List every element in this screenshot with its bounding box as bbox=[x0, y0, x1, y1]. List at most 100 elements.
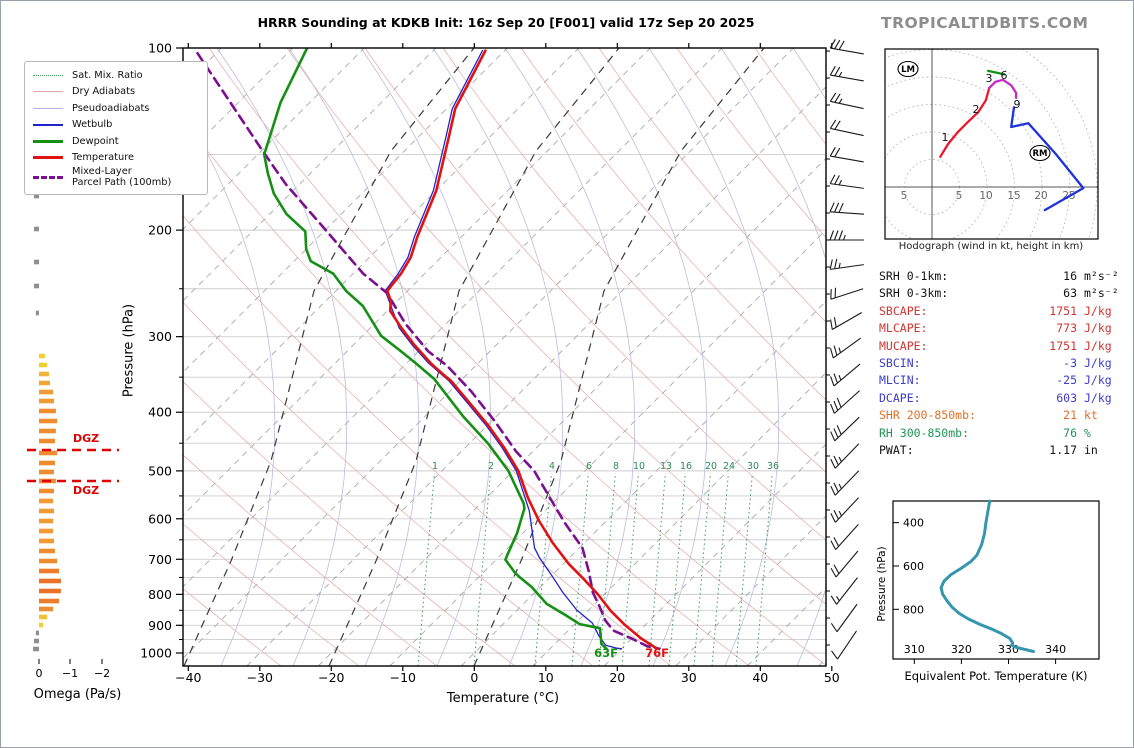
reference-dashed-curve bbox=[473, 48, 765, 666]
x-tick-label: 30 bbox=[681, 670, 697, 685]
stat-value: -3 bbox=[1063, 356, 1077, 371]
omega-bar bbox=[33, 193, 39, 199]
omega-bar bbox=[33, 638, 39, 644]
hodo-segment-3-6km bbox=[988, 78, 1018, 100]
stat-label: MUCAPE: bbox=[879, 338, 928, 353]
omega-bar bbox=[39, 508, 55, 514]
wind-barb bbox=[829, 66, 864, 82]
stat-row: SRH 0-3km: 63 m²s⁻² bbox=[879, 285, 1119, 302]
stat-unit: m²s⁻² bbox=[1084, 286, 1119, 301]
omega-tick-label: 0 bbox=[36, 667, 43, 680]
mixing-ratio-label: 13 bbox=[660, 461, 672, 472]
legend-item: Pseudoadiabats bbox=[33, 100, 199, 117]
wind-barb bbox=[830, 443, 860, 469]
stat-value: 1751 bbox=[1049, 303, 1077, 318]
x-tick-label: −20 bbox=[318, 670, 344, 685]
legend-item: Temperature bbox=[33, 150, 199, 167]
stat-label: SHR 200-850mb: bbox=[879, 408, 976, 423]
omega-bar bbox=[33, 646, 39, 652]
wind-barb bbox=[830, 363, 861, 387]
legend-swatch bbox=[33, 156, 63, 160]
mixing-ratio-line bbox=[693, 472, 711, 666]
x-tick-label: −10 bbox=[390, 670, 416, 685]
thetae-xtick-label: 340 bbox=[1045, 643, 1066, 656]
pressure-tick-label: 1000 bbox=[140, 646, 172, 661]
mixing-ratio-label: 36 bbox=[767, 461, 779, 472]
mixing-ratio-line bbox=[711, 472, 729, 666]
mixing-ratio-line bbox=[473, 472, 491, 666]
legend-label: Mixed-Layer Parcel Path (100mb) bbox=[72, 166, 172, 189]
wind-barb-column bbox=[829, 39, 864, 660]
omega-bar bbox=[39, 558, 58, 564]
legend-item: Mixed-Layer Parcel Path (100mb) bbox=[33, 166, 199, 189]
pressure-tick-label: 900 bbox=[148, 618, 172, 633]
wind-barb bbox=[829, 174, 864, 189]
hodo-ring-label: 20 bbox=[1034, 190, 1047, 202]
stat-label: PWAT: bbox=[879, 443, 914, 458]
stat-unit: J/kg bbox=[1084, 356, 1112, 371]
surface-dewpoint-label: 63F bbox=[594, 646, 618, 660]
thetae-ytick-label: 600 bbox=[903, 560, 924, 573]
reference-dashed-curve bbox=[328, 48, 620, 666]
wind-barb bbox=[829, 258, 864, 270]
wind-barb bbox=[830, 416, 860, 442]
omega-axis-label: Omega (Pa/s) bbox=[33, 687, 122, 702]
x-tick-label: −40 bbox=[175, 670, 201, 685]
wind-barb bbox=[830, 603, 858, 633]
legend: Sat. Mix. Ratio Dry Adiabats Pseudoadiabat… bbox=[24, 61, 208, 195]
stat-row: MUCAPE: 1751 J/kg bbox=[879, 338, 1112, 355]
stat-unit: J/kg bbox=[1084, 303, 1112, 318]
wind-barb bbox=[830, 470, 860, 496]
mixing-ratio-label: 6 bbox=[586, 461, 592, 472]
wind-barb bbox=[831, 630, 857, 660]
stat-unit: J/kg bbox=[1084, 373, 1112, 388]
legend-label: Temperature bbox=[72, 152, 135, 164]
pressure-tick-label: 500 bbox=[148, 463, 172, 478]
skewt-frame bbox=[182, 47, 827, 667]
thetae-panel: 400 600 800 310 320 330 340 bbox=[892, 499, 1100, 664]
stat-label: SRH 0-1km: bbox=[879, 269, 949, 283]
omega-bar bbox=[39, 578, 61, 584]
omega-bar bbox=[33, 259, 39, 265]
legend-label: Dewpoint bbox=[72, 135, 119, 147]
legend-swatch bbox=[33, 74, 63, 76]
stat-unit: in bbox=[1084, 443, 1098, 458]
mixing-ratio-line bbox=[648, 472, 666, 666]
storm-motion-marker bbox=[1029, 144, 1051, 162]
mixing-ratio-label: 24 bbox=[723, 461, 735, 472]
omega-bar bbox=[39, 498, 54, 504]
legend-item: Wetbulb bbox=[33, 117, 199, 134]
storm-motion-marker bbox=[897, 60, 919, 78]
omega-bar bbox=[39, 606, 54, 612]
wind-barb bbox=[830, 577, 858, 605]
pressure-tick-label: 800 bbox=[148, 587, 172, 602]
omega-bar bbox=[39, 418, 58, 424]
mixing-ratio-label: 16 bbox=[680, 461, 692, 472]
stat-value: 1751 bbox=[1049, 338, 1077, 353]
omega-bar bbox=[39, 389, 54, 395]
pressure-tick-label: 600 bbox=[148, 511, 172, 526]
omega-bar bbox=[39, 528, 54, 534]
mixing-ratio-label: 4 bbox=[549, 461, 555, 472]
omega-bar bbox=[39, 598, 60, 604]
stat-row: PWAT: 1.17 in bbox=[879, 442, 1104, 459]
stat-value: 1.17 bbox=[1049, 443, 1077, 458]
omega-bar bbox=[39, 380, 50, 386]
omega-bar bbox=[39, 398, 55, 404]
skewt-background: 1 2 4 6 8 10 13 16 20 24 30 36 bbox=[183, 48, 826, 666]
thetae-pressure-label: Pressure (hPa) bbox=[876, 546, 888, 622]
stat-unit: kt bbox=[1084, 408, 1098, 423]
x-tick-label: 40 bbox=[752, 670, 768, 685]
pressure-axis-label: Pressure (hPa) bbox=[121, 303, 137, 398]
omega-panel: 0 −1 −2 bbox=[27, 193, 119, 680]
wind-barb bbox=[829, 230, 864, 241]
wetbulb-curve bbox=[384, 49, 623, 650]
omega-bar bbox=[39, 488, 55, 494]
stat-label: MLCIN: bbox=[879, 373, 921, 388]
omega-bar bbox=[39, 614, 48, 620]
x-tick-label: 20 bbox=[609, 670, 625, 685]
wind-barb bbox=[830, 497, 859, 523]
omega-bar bbox=[39, 460, 55, 466]
pressure-tick-label: 400 bbox=[148, 405, 172, 420]
